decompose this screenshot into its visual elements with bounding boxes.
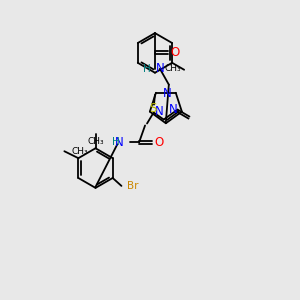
Text: N: N: [115, 136, 123, 149]
Text: N: N: [155, 105, 164, 118]
Text: H: H: [143, 64, 151, 74]
Text: S: S: [149, 102, 157, 115]
Text: CH₃: CH₃: [71, 147, 88, 156]
Text: O: O: [154, 136, 164, 149]
Text: N: N: [163, 87, 172, 100]
Text: N: N: [169, 103, 178, 116]
Text: Br: Br: [128, 181, 139, 191]
Text: CH₃: CH₃: [87, 137, 104, 146]
Text: CH₃: CH₃: [164, 64, 181, 73]
Text: O: O: [170, 46, 179, 59]
Text: H: H: [112, 137, 120, 147]
Text: N: N: [156, 62, 165, 75]
